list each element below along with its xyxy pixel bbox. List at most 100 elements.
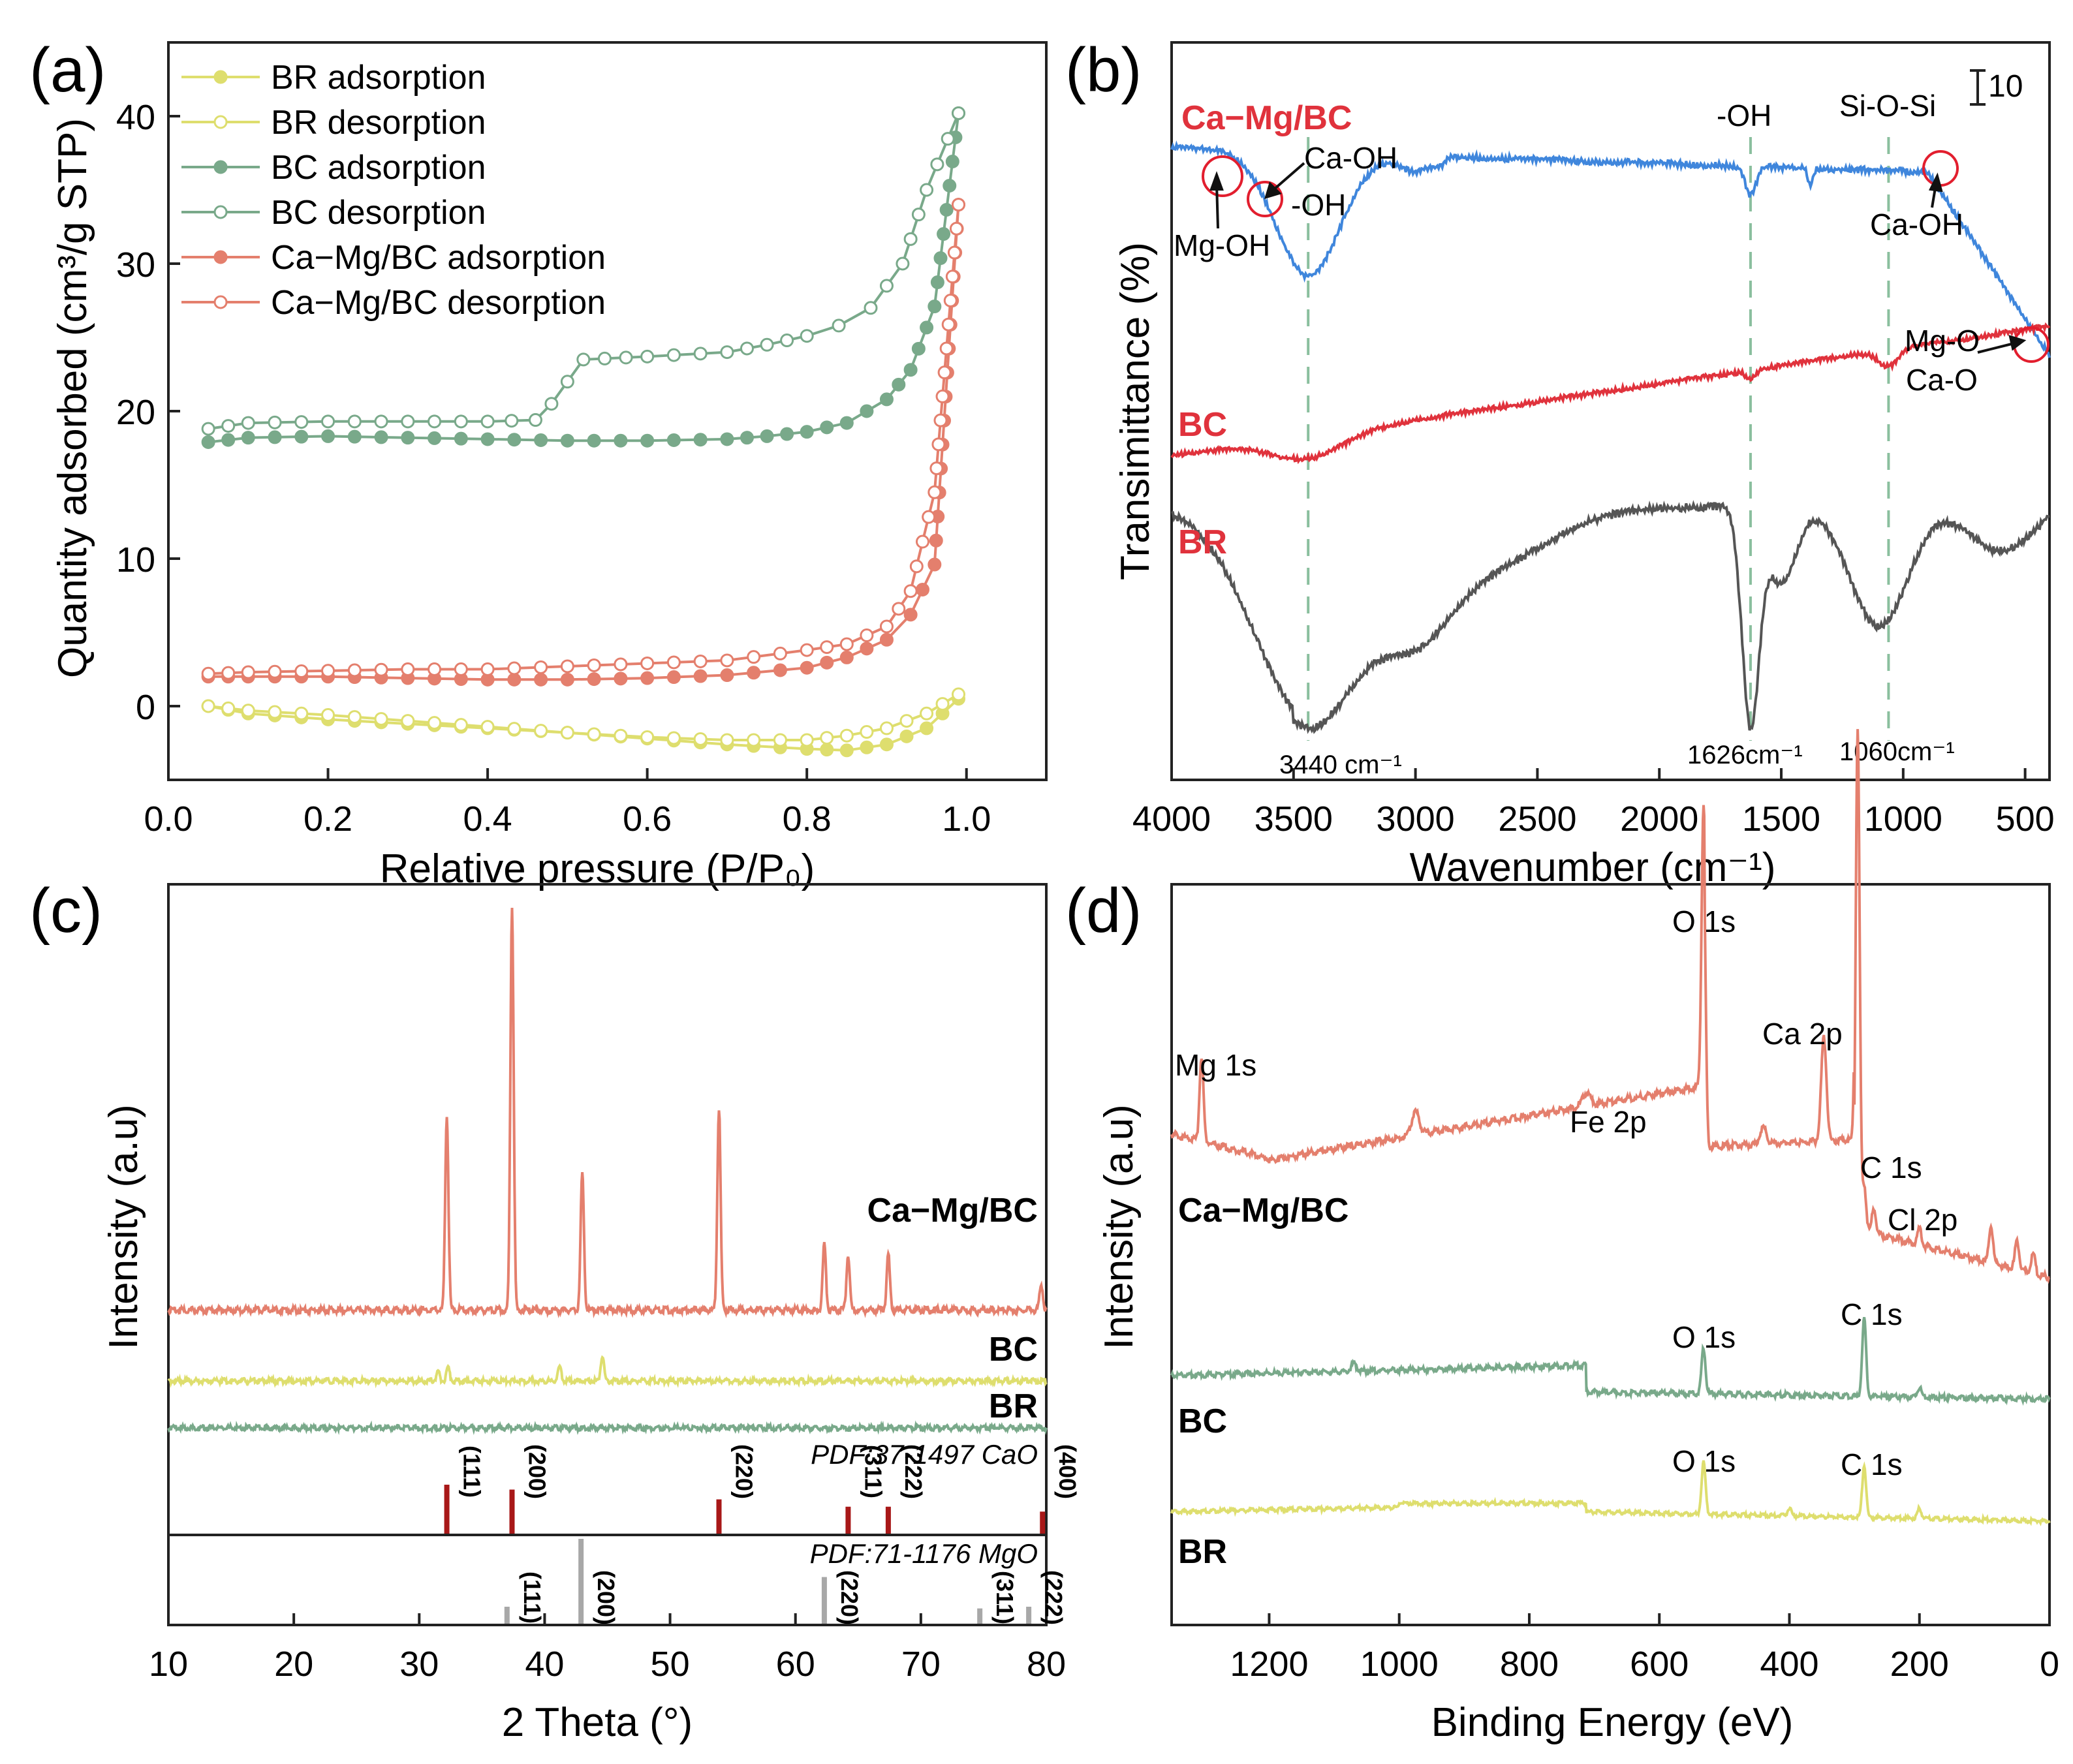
c-xtick-label: 40 [525,1645,564,1684]
panel-b-frame [1170,41,2051,781]
a-data-point [945,154,959,168]
a-data-point [221,666,236,680]
c-hkl-label: (311) [860,1445,886,1498]
d-xtick-label: 1000 [1360,1645,1439,1684]
a-xtick-label: 0.6 [623,799,672,839]
a-data-point [666,670,681,685]
a-data-point [560,433,574,448]
legend-marker [213,160,228,174]
arrow-ca-oh-top [1273,162,1305,191]
a-data-point [760,429,774,443]
annotation-oh-left: -OH [1291,188,1346,222]
a-data-point [401,414,415,429]
a-data-point [454,431,468,446]
peak-ca-2p: Ca 2p [1762,1017,1843,1051]
a-data-point [454,414,468,429]
a-data-point [839,416,854,430]
a-ytick-label: 40 [116,98,155,137]
circle-mg-oh [1202,155,1243,197]
a-data-point [920,183,934,197]
peak-o-1s-bc: O 1s [1672,1320,1736,1354]
a-data-point [640,671,655,685]
a-data-point [800,733,814,747]
a-data-point [927,300,942,314]
card-name-cao: PDF:37-1497 CaO [811,1439,1038,1470]
a-data-point [941,132,955,146]
a-data-point [922,510,936,524]
a-data-point [820,420,834,435]
b-xtick-label: 2500 [1498,799,1576,839]
a-data-point [221,701,236,715]
panel-a-y-ticks: 0 10 20 30 40 [116,98,180,727]
c-series-label-ca-mg-bc: Ca−Mg/BC [867,1192,1038,1230]
a-data-point [480,662,495,676]
a-data-point [760,337,774,352]
circle-ca-oh [1922,150,1959,187]
a-data-point [903,232,918,246]
a-data-point [347,663,362,677]
a-data-point [693,732,708,746]
a-data-point [820,640,834,655]
legend-marker [213,205,228,219]
a-ytick-label: 30 [116,245,155,285]
d-series-label-ca-mg-bc: Ca−Mg/BC [1178,1192,1348,1230]
a-data-point [507,672,522,687]
series-label-bc: BC [1178,406,1227,444]
a-data-point [614,672,628,686]
a-data-point [945,270,959,284]
panel-a-series [201,106,965,758]
a-data-point [374,662,388,677]
series-label-ca-mg-bc: Ca−Mg/BC [1181,99,1352,137]
a-data-point [896,256,910,271]
a-data-point [201,666,215,681]
a-data-point [911,208,926,222]
b-xtick-label: 3000 [1377,799,1455,839]
a-data-point [693,654,708,668]
a-data-point [401,714,415,728]
a-data-point [915,534,929,549]
panel-d-x-axis-label: Binding Energy (eV) [1431,1700,1794,1745]
a-data-point [903,584,918,598]
peak-c-1s-bc: C 1s [1841,1297,1903,1331]
a-data-point [241,704,255,718]
a-data-point [941,317,956,332]
a-data-point [747,733,761,747]
peak-c-1s-camg: C 1s [1860,1151,1922,1184]
a-data-point [860,404,874,418]
a-data-point [839,650,854,664]
a-data-point [911,341,926,356]
a-data-point [201,435,215,449]
a-data-point [952,198,965,212]
a-data-point [614,728,628,743]
a-data-point [480,720,495,734]
panel-b: (b) 4000 3500 3000 2500 2000 1500 1000 500 Wave… [1065,35,2055,890]
a-data-point [947,245,961,260]
c-hkl-label: (311) [991,1571,1018,1624]
a-data-point [241,665,255,679]
panel-c-label: (c) [29,876,102,946]
d-xtick-label: 800 [1500,1645,1559,1684]
arrow-mg-o [1977,341,2018,354]
d-xtick-label: 0 [2040,1645,2059,1684]
a-ytick-label: 0 [136,688,155,727]
arrow-ca-oh-right-head [1928,172,1943,193]
peak-o-1s-camg: O 1s [1672,905,1736,938]
annotation-mg-o: Mg-O [1905,324,1980,358]
a-data-point [800,660,814,675]
peak-o-1s-br: O 1s [1672,1444,1736,1478]
a-data-point [935,389,950,403]
a-data-point [597,351,612,365]
a-data-point [800,643,814,657]
a-data-point [347,414,362,429]
peak-c-1s-br: C 1s [1841,1447,1903,1481]
c-hkl-label: (220) [731,1444,758,1499]
xps-ca-mg-bc [1170,729,2050,1284]
a-data-point [780,333,794,348]
a-data-point [294,664,309,679]
legend-entry: BR adsorption [271,59,486,97]
a-data-point [454,718,468,732]
panel-c: (c) 10 20 30 40 50 60 70 80 2 Theta (°) Intensi… [29,876,1081,1745]
spectrum-bc [1170,322,2051,465]
a-data-point [820,731,834,745]
